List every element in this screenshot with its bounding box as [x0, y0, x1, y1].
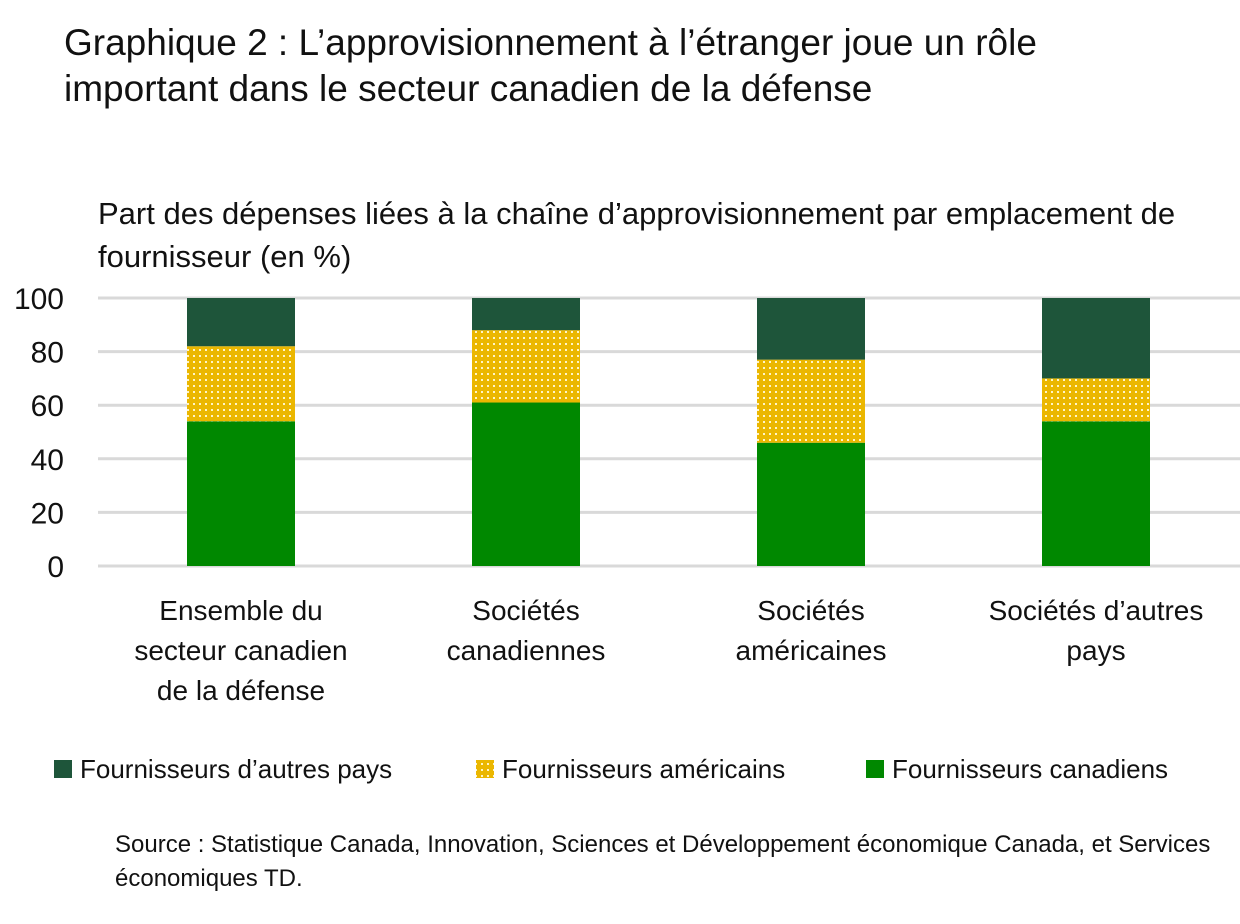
y-tick-label: 100: [14, 283, 64, 316]
bar-segment: [472, 298, 580, 331]
bar-segment: [1042, 421, 1150, 566]
y-tick-label: 20: [31, 497, 64, 530]
bar-segment: [187, 298, 295, 347]
legend-swatch: [54, 760, 72, 778]
bar-segment: [472, 402, 580, 566]
y-tick-label: 60: [31, 390, 64, 423]
chart-title: Graphique 2 : L’approvisionnement à l’ét…: [64, 22, 1037, 109]
bar-segment: [187, 421, 295, 566]
bar-segment: [1042, 298, 1150, 379]
y-tick-label: 40: [31, 444, 64, 477]
x-tick-label: Ensemble du secteur canadien de la défense: [134, 595, 347, 706]
bar-segment: [757, 359, 865, 443]
bar-segment: [472, 330, 580, 403]
y-tick-label: 80: [31, 337, 64, 370]
legend-label: Fournisseurs américains: [502, 754, 785, 784]
x-tick-label: Sociétés canadiennes: [447, 595, 606, 666]
bar-segment: [1042, 378, 1150, 422]
x-tick-label: Sociétés d’autres pays: [989, 595, 1204, 666]
bar-segment: [757, 442, 865, 566]
chart-subtitle: Part des dépenses liées à la chaîne d’ap…: [98, 196, 1176, 274]
y-tick-label: 0: [47, 551, 64, 584]
legend-swatch: [476, 760, 494, 778]
bar-segment: [757, 298, 865, 360]
x-tick-label: Sociétés américaines: [736, 595, 887, 666]
source-note: Source : Statistique Canada, Innovation,…: [115, 831, 1211, 892]
legend-swatch: [866, 760, 884, 778]
legend-label: Fournisseurs canadiens: [892, 754, 1168, 784]
bar-segment: [187, 346, 295, 422]
legend-label: Fournisseurs d’autres pays: [80, 754, 392, 784]
